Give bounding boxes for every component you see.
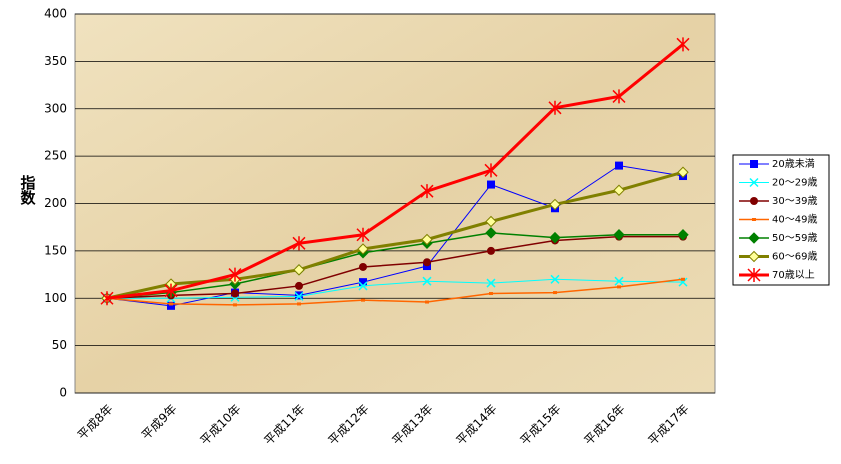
- y-tick-label: 100: [44, 291, 67, 305]
- marker: [749, 177, 759, 188]
- marker: [358, 281, 368, 291]
- marker: [676, 37, 690, 52]
- marker: [164, 283, 178, 298]
- marker: [748, 232, 760, 244]
- marker: [422, 276, 432, 286]
- x-tick-label: 平成8年: [75, 402, 116, 443]
- legend-label: 30～39歳: [772, 195, 817, 207]
- y-tick-label: 200: [44, 196, 67, 210]
- marker: [612, 89, 626, 104]
- x-tick-label: 平成13年: [389, 402, 435, 448]
- marker: [681, 277, 685, 281]
- marker: [677, 166, 689, 178]
- marker: [486, 278, 496, 288]
- marker: [613, 184, 625, 196]
- y-axis-label: 指数: [19, 174, 37, 206]
- y-tick-label: 0: [59, 386, 67, 400]
- marker: [423, 258, 431, 267]
- marker: [292, 236, 306, 251]
- y-tick-label: 400: [44, 7, 67, 21]
- marker: [485, 227, 497, 239]
- legend-label: 50～59歳: [772, 232, 817, 244]
- marker: [421, 233, 433, 246]
- marker: [361, 298, 365, 302]
- marker: [489, 292, 493, 296]
- legend-label: 60～69歳: [772, 251, 817, 263]
- x-tick-label: 平成11年: [261, 402, 307, 448]
- legend-label: 70歳以上: [772, 269, 815, 281]
- y-tick-label: 150: [44, 243, 67, 257]
- marker: [100, 291, 114, 306]
- legend-label: 20～29歳: [772, 177, 817, 189]
- y-tick-label: 300: [44, 101, 67, 115]
- marker: [297, 302, 301, 306]
- marker: [747, 268, 761, 282]
- x-tick-label: 平成10年: [197, 402, 243, 448]
- marker: [359, 262, 367, 271]
- marker: [228, 267, 242, 282]
- series-line: [106, 278, 684, 306]
- x-tick-label: 平成15年: [517, 402, 563, 448]
- series-line: [106, 43, 684, 300]
- marker: [487, 180, 495, 189]
- marker: [748, 250, 760, 263]
- y-tick-label: 250: [44, 149, 67, 163]
- marker: [294, 291, 304, 301]
- legend-label: 40～49歳: [772, 214, 817, 226]
- marker: [550, 274, 560, 284]
- marker: [425, 300, 429, 304]
- x-tick-label: 平成12年: [325, 402, 371, 448]
- y-tick-label: 50: [52, 338, 67, 352]
- x-tick-label: 平成16年: [581, 402, 627, 448]
- marker: [167, 301, 175, 310]
- marker: [169, 302, 173, 306]
- marker: [553, 291, 557, 295]
- marker: [293, 264, 305, 276]
- series-line: [107, 278, 684, 299]
- marker: [549, 231, 561, 244]
- marker: [484, 163, 498, 178]
- x-tick-label: 平成14年: [453, 402, 499, 448]
- y-tick-label: 350: [44, 54, 67, 68]
- marker: [677, 229, 689, 241]
- marker: [614, 276, 624, 286]
- marker: [750, 197, 758, 205]
- x-tick-label: 平成9年: [139, 402, 180, 443]
- series-line: [106, 165, 684, 307]
- series-line: [106, 232, 683, 299]
- marker: [356, 227, 370, 242]
- marker: [359, 278, 367, 287]
- marker: [752, 218, 756, 221]
- marker: [548, 100, 562, 115]
- marker: [485, 215, 497, 228]
- legend-label: 20歳未満: [772, 158, 815, 170]
- marker: [613, 229, 625, 241]
- marker: [357, 243, 369, 255]
- marker: [487, 246, 495, 255]
- marker: [549, 198, 561, 211]
- series-line: [106, 235, 683, 299]
- marker: [233, 303, 237, 307]
- marker: [295, 281, 303, 290]
- marker: [615, 161, 623, 170]
- marker: [617, 285, 621, 289]
- marker: [231, 289, 239, 298]
- x-tick-label: 平成17年: [645, 402, 691, 448]
- marker: [420, 184, 434, 199]
- marker: [750, 160, 758, 168]
